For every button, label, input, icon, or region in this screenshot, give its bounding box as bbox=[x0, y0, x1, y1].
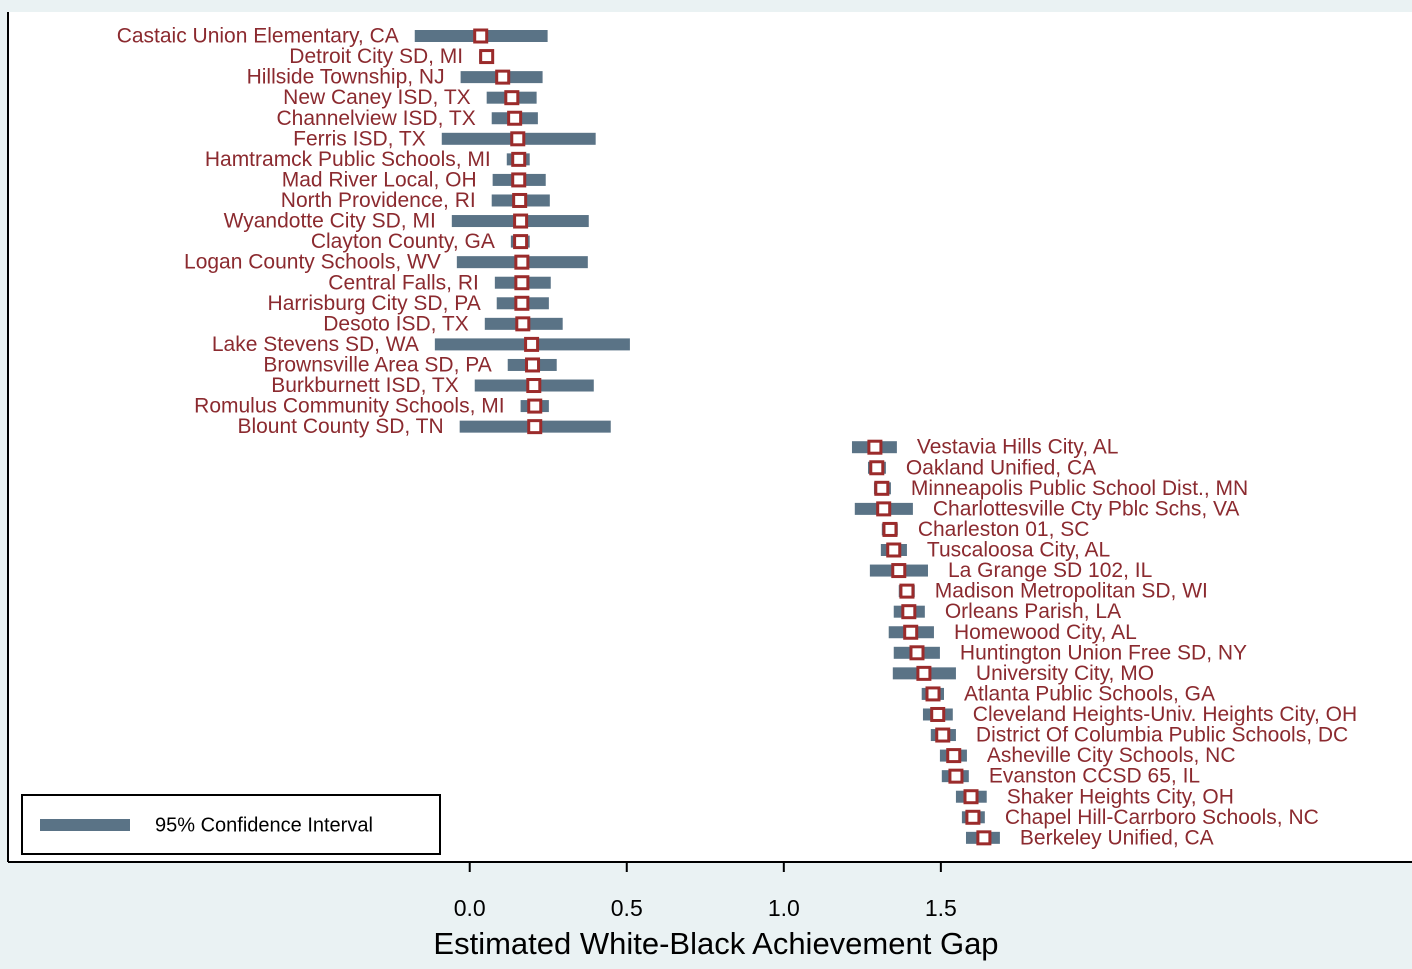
category-label: Madison Metropolitan SD, WI bbox=[935, 580, 1208, 603]
category-label: Detroit City SD, MI bbox=[289, 45, 463, 68]
category-label: Homewood City, AL bbox=[954, 621, 1137, 644]
x-axis-title: Estimated White-Black Achievement Gap bbox=[433, 926, 998, 961]
category-label: Blount County SD, TN bbox=[237, 415, 443, 438]
point-marker bbox=[510, 131, 526, 147]
point-marker bbox=[512, 192, 528, 208]
x-tick-label: 1.5 bbox=[925, 895, 957, 921]
category-label: Mad River Local, OH bbox=[282, 168, 477, 191]
category-label: Tuscaloosa City, AL bbox=[927, 539, 1110, 562]
point-marker bbox=[514, 275, 530, 291]
category-label: Harrisburg City SD, PA bbox=[268, 292, 481, 315]
category-label: North Providence, RI bbox=[281, 189, 476, 212]
point-marker bbox=[867, 439, 883, 455]
category-label: Orleans Parish, LA bbox=[945, 600, 1121, 623]
category-label: Wyandotte City SD, MI bbox=[224, 210, 436, 233]
category-label: Chapel Hill-Carrboro Schools, NC bbox=[1005, 806, 1319, 829]
point-marker bbox=[525, 357, 541, 373]
point-marker bbox=[514, 254, 530, 270]
category-label: Vestavia Hills City, AL bbox=[917, 436, 1119, 459]
point-marker bbox=[935, 727, 951, 743]
point-marker bbox=[963, 789, 979, 805]
category-label: Oakland Unified, CA bbox=[906, 456, 1096, 479]
category-label: Hillside Township, NJ bbox=[247, 66, 445, 89]
point-marker bbox=[527, 398, 543, 414]
point-marker bbox=[514, 295, 530, 311]
point-marker bbox=[886, 542, 902, 558]
point-marker bbox=[946, 748, 962, 764]
point-marker bbox=[473, 28, 489, 44]
x-tick-label: 0.5 bbox=[611, 895, 643, 921]
category-label: Asheville City Schools, NC bbox=[987, 744, 1236, 767]
point-marker bbox=[916, 665, 932, 681]
point-marker bbox=[899, 583, 915, 599]
point-marker bbox=[965, 809, 981, 825]
category-label: Central Falls, RI bbox=[328, 271, 479, 294]
category-label: Brownsville Area SD, PA bbox=[263, 354, 491, 377]
point-marker bbox=[909, 645, 925, 661]
category-label: University City, MO bbox=[976, 662, 1154, 685]
category-label: Ferris ISD, TX bbox=[293, 127, 426, 150]
category-label: Minneapolis Public School Dist., MN bbox=[911, 477, 1248, 500]
category-label: Clayton County, GA bbox=[311, 230, 495, 253]
category-label: Lake Stevens SD, WA bbox=[212, 333, 419, 356]
point-marker bbox=[903, 624, 919, 640]
point-marker bbox=[882, 521, 898, 537]
point-marker bbox=[527, 419, 543, 435]
category-label: Hamtramck Public Schools, MI bbox=[205, 148, 491, 171]
point-marker bbox=[930, 706, 946, 722]
category-label: New Caney ISD, TX bbox=[283, 86, 471, 109]
category-label: Charleston 01, SC bbox=[918, 518, 1090, 541]
category-label: Desoto ISD, TX bbox=[323, 312, 469, 335]
category-label: Charlottesville Cty Pblc Schs, VA bbox=[933, 497, 1240, 520]
category-label: District Of Columbia Public Schools, DC bbox=[976, 724, 1348, 747]
point-marker bbox=[479, 49, 495, 65]
point-marker bbox=[901, 604, 917, 620]
point-marker bbox=[874, 480, 890, 496]
category-label: Shaker Heights City, OH bbox=[1007, 785, 1234, 808]
category-label: Huntington Union Free SD, NY bbox=[960, 641, 1247, 664]
point-marker bbox=[511, 151, 527, 167]
category-label: Burkburnett ISD, TX bbox=[271, 374, 459, 397]
point-marker bbox=[511, 172, 527, 188]
category-label: Atlanta Public Schools, GA bbox=[964, 682, 1215, 705]
category-label: Romulus Community Schools, MI bbox=[194, 395, 504, 418]
point-marker bbox=[869, 460, 885, 476]
plot-area bbox=[8, 12, 1412, 862]
legend-swatch bbox=[40, 819, 130, 831]
category-label: La Grange SD 102, IL bbox=[948, 559, 1152, 582]
point-marker bbox=[524, 336, 540, 352]
category-label: Berkeley Unified, CA bbox=[1020, 826, 1214, 849]
category-label: Channelview ISD, TX bbox=[277, 107, 476, 130]
point-marker bbox=[526, 378, 542, 394]
point-marker bbox=[925, 686, 941, 702]
x-tick-label: 0.0 bbox=[454, 895, 486, 921]
point-marker bbox=[515, 316, 531, 332]
point-marker bbox=[507, 110, 523, 126]
point-marker bbox=[876, 501, 892, 517]
legend-label: 95% Confidence Interval bbox=[155, 814, 373, 836]
point-marker bbox=[504, 90, 520, 106]
category-label: Cleveland Heights-Univ. Heights City, OH bbox=[973, 703, 1357, 726]
category-label: Castaic Union Elementary, CA bbox=[117, 25, 399, 48]
point-marker bbox=[513, 213, 529, 229]
x-tick-label: 1.0 bbox=[768, 895, 800, 921]
category-label: Evanston CCSD 65, IL bbox=[989, 765, 1200, 788]
category-label: Logan County Schools, WV bbox=[184, 251, 441, 274]
point-marker bbox=[976, 830, 992, 846]
point-marker bbox=[891, 563, 907, 579]
point-marker bbox=[513, 234, 529, 250]
point-marker bbox=[495, 69, 511, 85]
point-marker bbox=[948, 768, 964, 784]
